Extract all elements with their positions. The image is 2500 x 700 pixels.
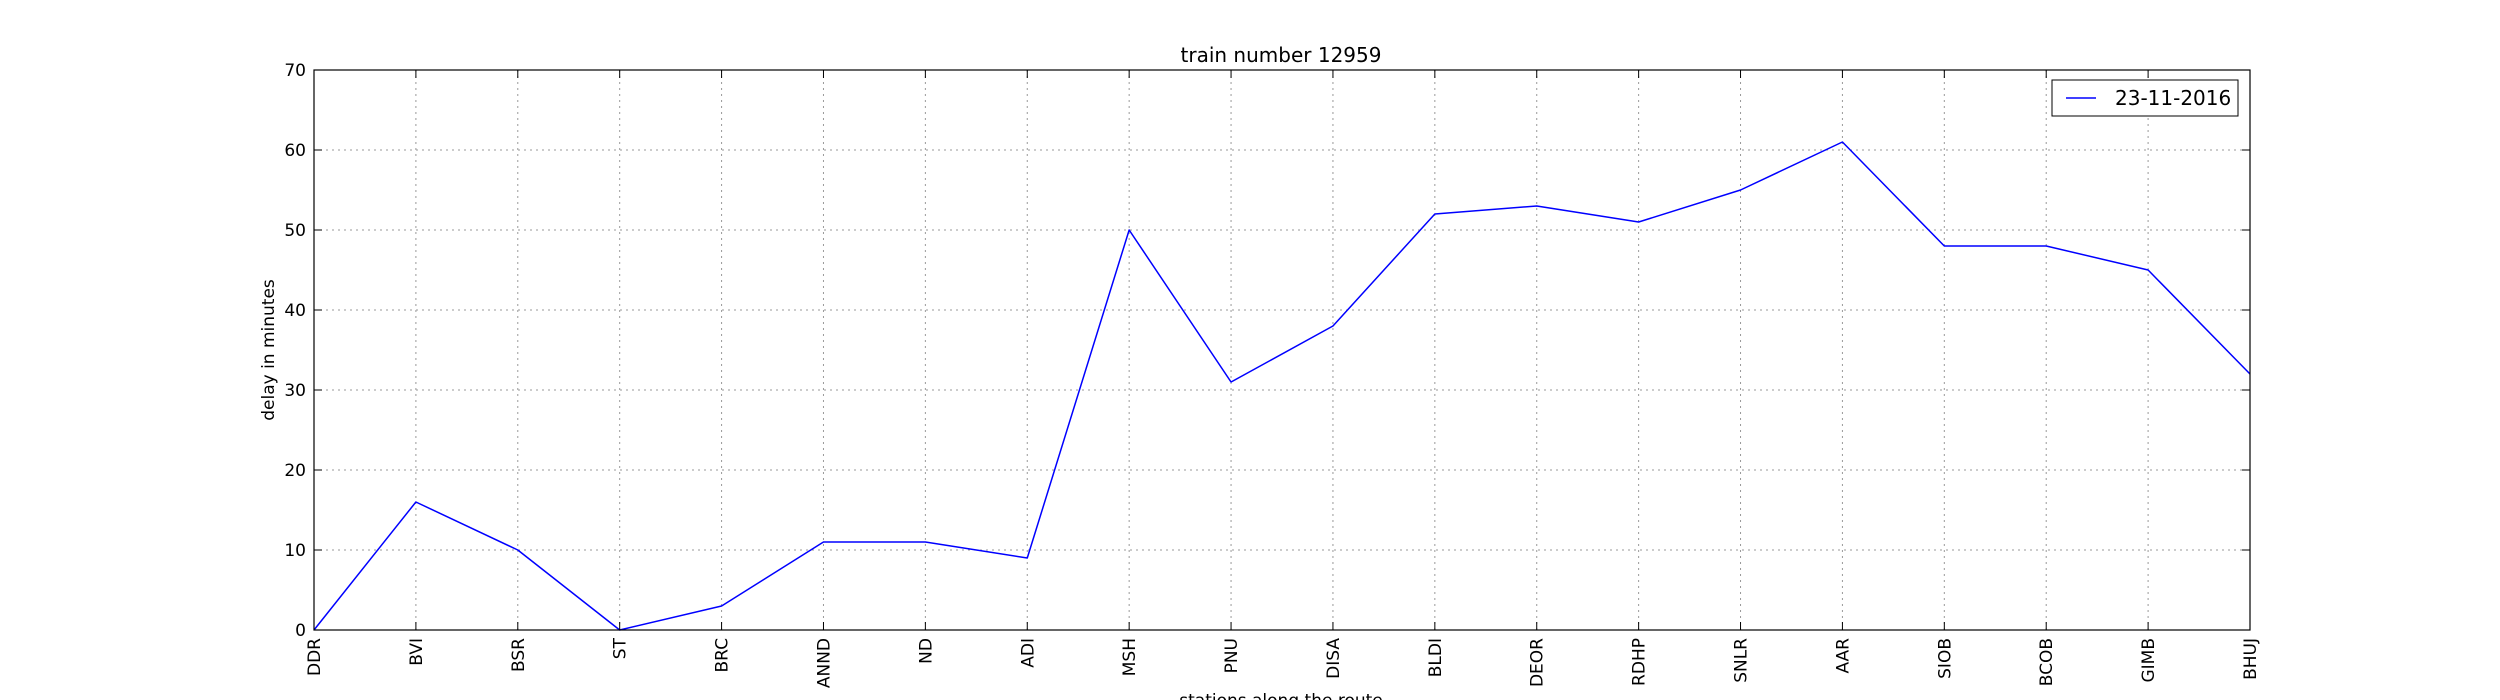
x-tick-label: DEOR (1528, 638, 1548, 687)
x-tick-label: BRC (713, 638, 733, 673)
series-layer (313, 141, 2251, 631)
x-tick-label: BVI (407, 638, 427, 666)
series-line-23-11-2016 (313, 141, 2251, 631)
y-tick-label: 70 (284, 61, 306, 81)
x-tick-label: GIMB (2139, 638, 2159, 683)
x-tick-label: DISA (1324, 638, 1344, 679)
grid (314, 70, 2250, 630)
x-tick-label: DDR (305, 638, 325, 676)
x-tick-label: BSR (509, 638, 529, 672)
x-tick-label: ANND (814, 638, 834, 688)
y-tick-label: 30 (284, 381, 306, 401)
y-tick-label: 0 (295, 621, 306, 641)
y-axis: 0 10 20 30 40 50 60 70 (284, 61, 2250, 641)
x-tick-label: ST (611, 637, 631, 659)
x-axis: DDR BVI BSR ST BRC ANND ND ADI MSH PNU DISA BLDI DEO… (305, 70, 2261, 688)
x-tick-label: SNLR (1732, 638, 1752, 683)
x-tick-label: BHUJ (2241, 638, 2261, 680)
y-tick-label: 20 (284, 461, 306, 481)
x-axis-label: stations along the route (1179, 691, 1383, 700)
x-tick-label: SIOB (1935, 638, 1955, 679)
y-tick-label: 60 (284, 141, 306, 161)
x-tick-label: ND (916, 638, 936, 664)
y-tick-label: 50 (284, 221, 306, 241)
x-tick-label: PNU (1222, 638, 1242, 673)
chart-title: train number 12959 (1181, 43, 1382, 67)
y-axis-label: delay in minutes (259, 279, 279, 421)
x-tick-label: BLDI (1426, 638, 1446, 677)
plot-frame (313, 69, 2251, 631)
x-tick-label: AAR (1833, 638, 1853, 674)
y-tick-label: 40 (284, 301, 306, 321)
x-tick-label: ADI (1018, 638, 1038, 668)
legend: 23-11-2016 (2051, 79, 2239, 117)
x-tick-label: RDHP (1630, 638, 1650, 686)
x-tick-label: MSH (1120, 638, 1140, 676)
legend-label: 23-11-2016 (2115, 86, 2231, 110)
x-tick-label: BCOB (2037, 638, 2057, 686)
y-tick-label: 10 (284, 541, 306, 561)
